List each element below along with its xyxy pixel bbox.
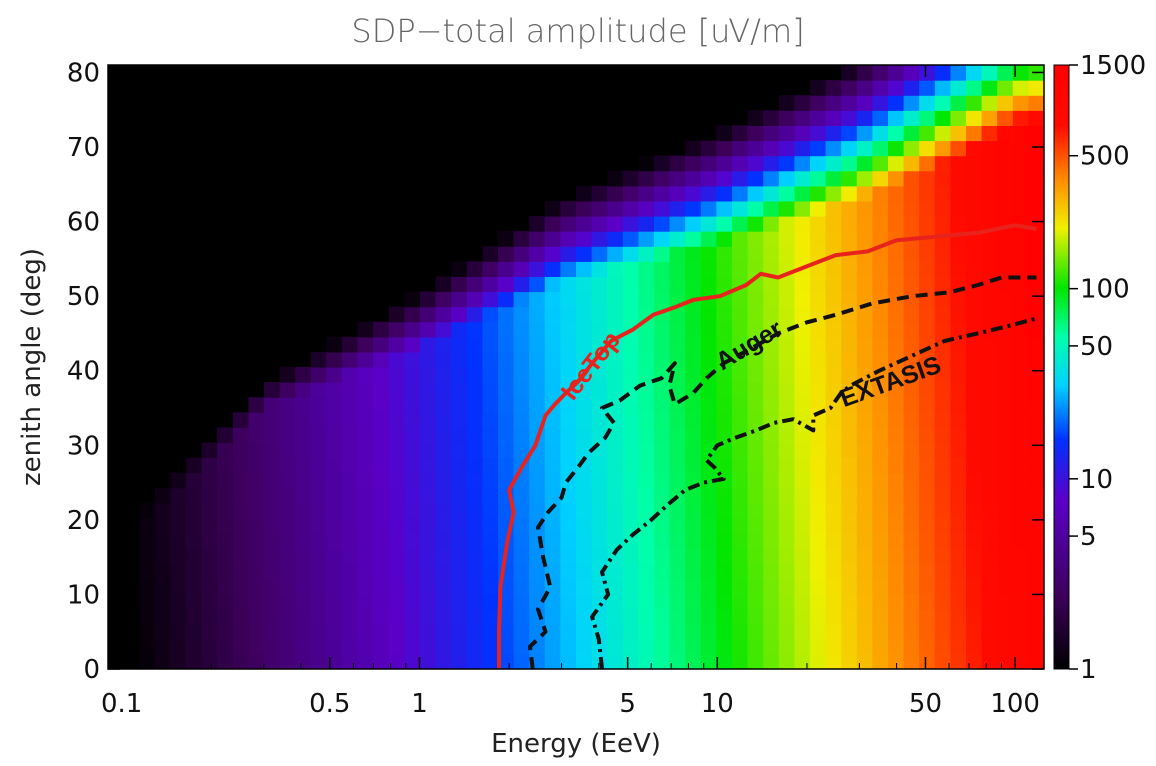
- x-tick-label: 10: [701, 689, 734, 719]
- y-tick-label: 80: [67, 58, 100, 88]
- x-tick-label: 0.5: [309, 689, 350, 719]
- contour-layer: [497, 223, 1038, 669]
- y-tick-label: 10: [67, 580, 100, 610]
- colorbar: [1053, 64, 1070, 670]
- colorbar-tick-label: 500: [1080, 142, 1130, 172]
- colorbar-tick-label: 50: [1080, 332, 1113, 362]
- plot-frame: [107, 64, 1045, 670]
- colorbar-tick-label: 100: [1080, 275, 1130, 305]
- chart-title: SDP−total amplitude [uV/m]: [351, 12, 804, 50]
- colorbar-tick-label: 1500: [1080, 51, 1146, 81]
- y-axis: 0 10 20 30 40 50 60 70 80: [67, 58, 1044, 685]
- y-tick-label: 30: [67, 431, 100, 461]
- x-axis: 0.1 0.5 1 5 10 50 100: [101, 65, 1040, 719]
- colorbar-tick-label: 10: [1080, 465, 1113, 495]
- contour-extasis: [590, 316, 1038, 669]
- y-tick-label: 60: [67, 208, 100, 238]
- y-tick-label: 70: [67, 133, 100, 163]
- x-tick-label: 100: [990, 689, 1040, 719]
- contour-icetop: [497, 223, 1037, 669]
- y-tick-label: 20: [67, 506, 100, 536]
- x-tick-label: 5: [619, 689, 636, 719]
- x-tick-label: 1: [411, 689, 428, 719]
- y-tick-label: 40: [67, 357, 100, 387]
- colorbar-tick-label: 5: [1080, 522, 1097, 552]
- x-tick-label: 0.1: [101, 689, 142, 719]
- y-axis-label: zenith angle (deg): [17, 248, 47, 486]
- heatmap: [108, 65, 1044, 669]
- contour-auger: [528, 275, 1037, 669]
- colorbar-axis: 1 5 10 50 100 500 1500: [1069, 51, 1146, 685]
- y-tick-label: 0: [83, 655, 100, 685]
- x-tick-label: 50: [909, 689, 942, 719]
- x-axis-label: Energy (EeV): [491, 729, 661, 759]
- colorbar-tick-label: 1: [1080, 655, 1097, 685]
- y-tick-label: 50: [67, 282, 100, 312]
